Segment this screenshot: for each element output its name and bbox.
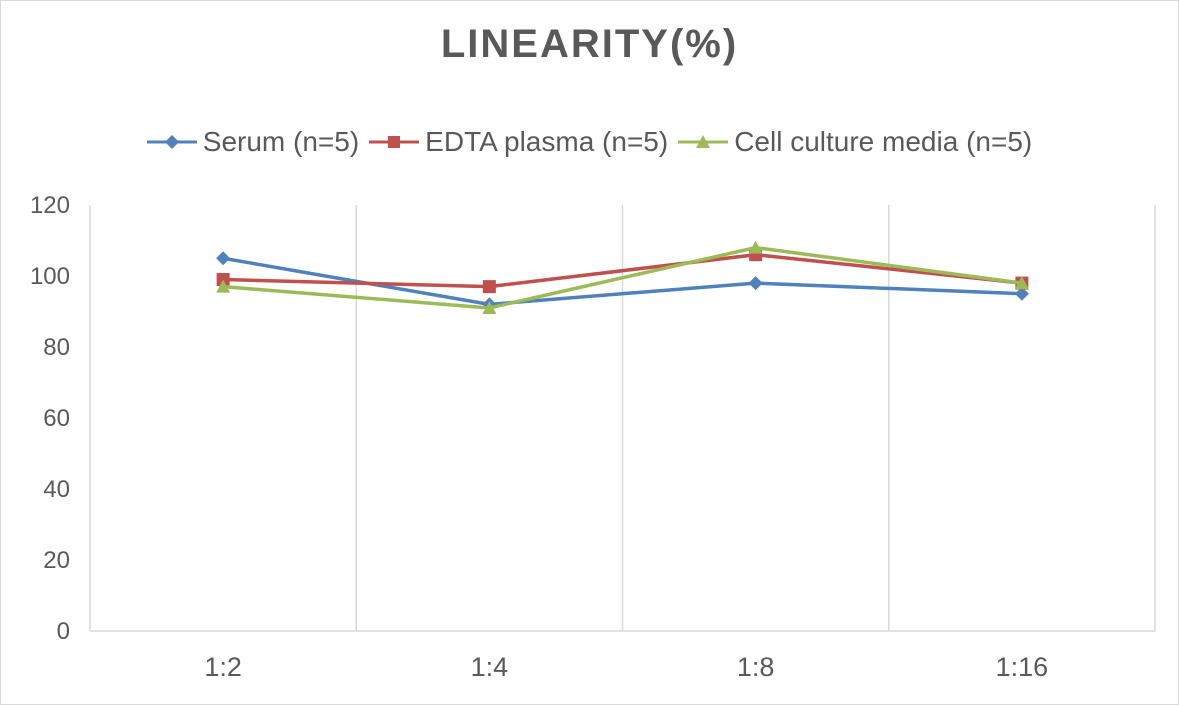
y-tick-label: 20 [43, 547, 70, 574]
legend-label-cell-culture-media: Cell culture media (n=5) [734, 126, 1033, 157]
legend-item-cell-culture-media: Cell culture media (n=5) [678, 126, 1032, 158]
data-point-triangle [1014, 276, 1029, 290]
data-point-triangle [482, 300, 497, 314]
legend-label-serum: Serum (n=5) [202, 126, 360, 157]
legend-marker-diamond-icon [146, 135, 197, 149]
x-tick-label: 1:8 [737, 652, 775, 682]
x-tick-label: 1:16 [996, 652, 1049, 682]
data-point-diamond [1014, 286, 1029, 301]
y-tick-label: 0 [57, 618, 70, 645]
y-tick-label: 60 [43, 405, 70, 432]
x-tick-label: 1:2 [204, 652, 242, 682]
legend-marker-square-icon [369, 136, 420, 148]
data-point-triangle [216, 279, 231, 293]
data-point-square [216, 273, 230, 287]
series-line-2 [223, 252, 1023, 289]
legend-item-serum: Serum (n=5) [146, 126, 360, 158]
chart-legend: Serum (n=5) EDTA plasma (n=5) Cell cultu… [0, 120, 1179, 164]
y-tick-label: 40 [43, 476, 70, 503]
legend-item-edta-plasma: EDTA plasma (n=5) [369, 126, 668, 158]
data-point-triangle [748, 240, 763, 254]
y-tick-label: 80 [43, 334, 70, 361]
series-line-1 [222, 256, 1022, 307]
data-point-square [482, 280, 496, 294]
x-tick-label: 1:4 [471, 652, 509, 682]
chart-title: LINEARITY(%) [440, 22, 739, 66]
y-tick-label: 120 [30, 192, 70, 219]
series-line-3 [222, 245, 1023, 310]
data-point-diamond [748, 276, 763, 291]
y-tick-label: 100 [30, 263, 70, 290]
legend-marker-triangle-icon [678, 135, 729, 148]
legend-label-edta-plasma: EDTA plasma (n=5) [425, 126, 669, 157]
data-point-diamond [216, 251, 231, 266]
